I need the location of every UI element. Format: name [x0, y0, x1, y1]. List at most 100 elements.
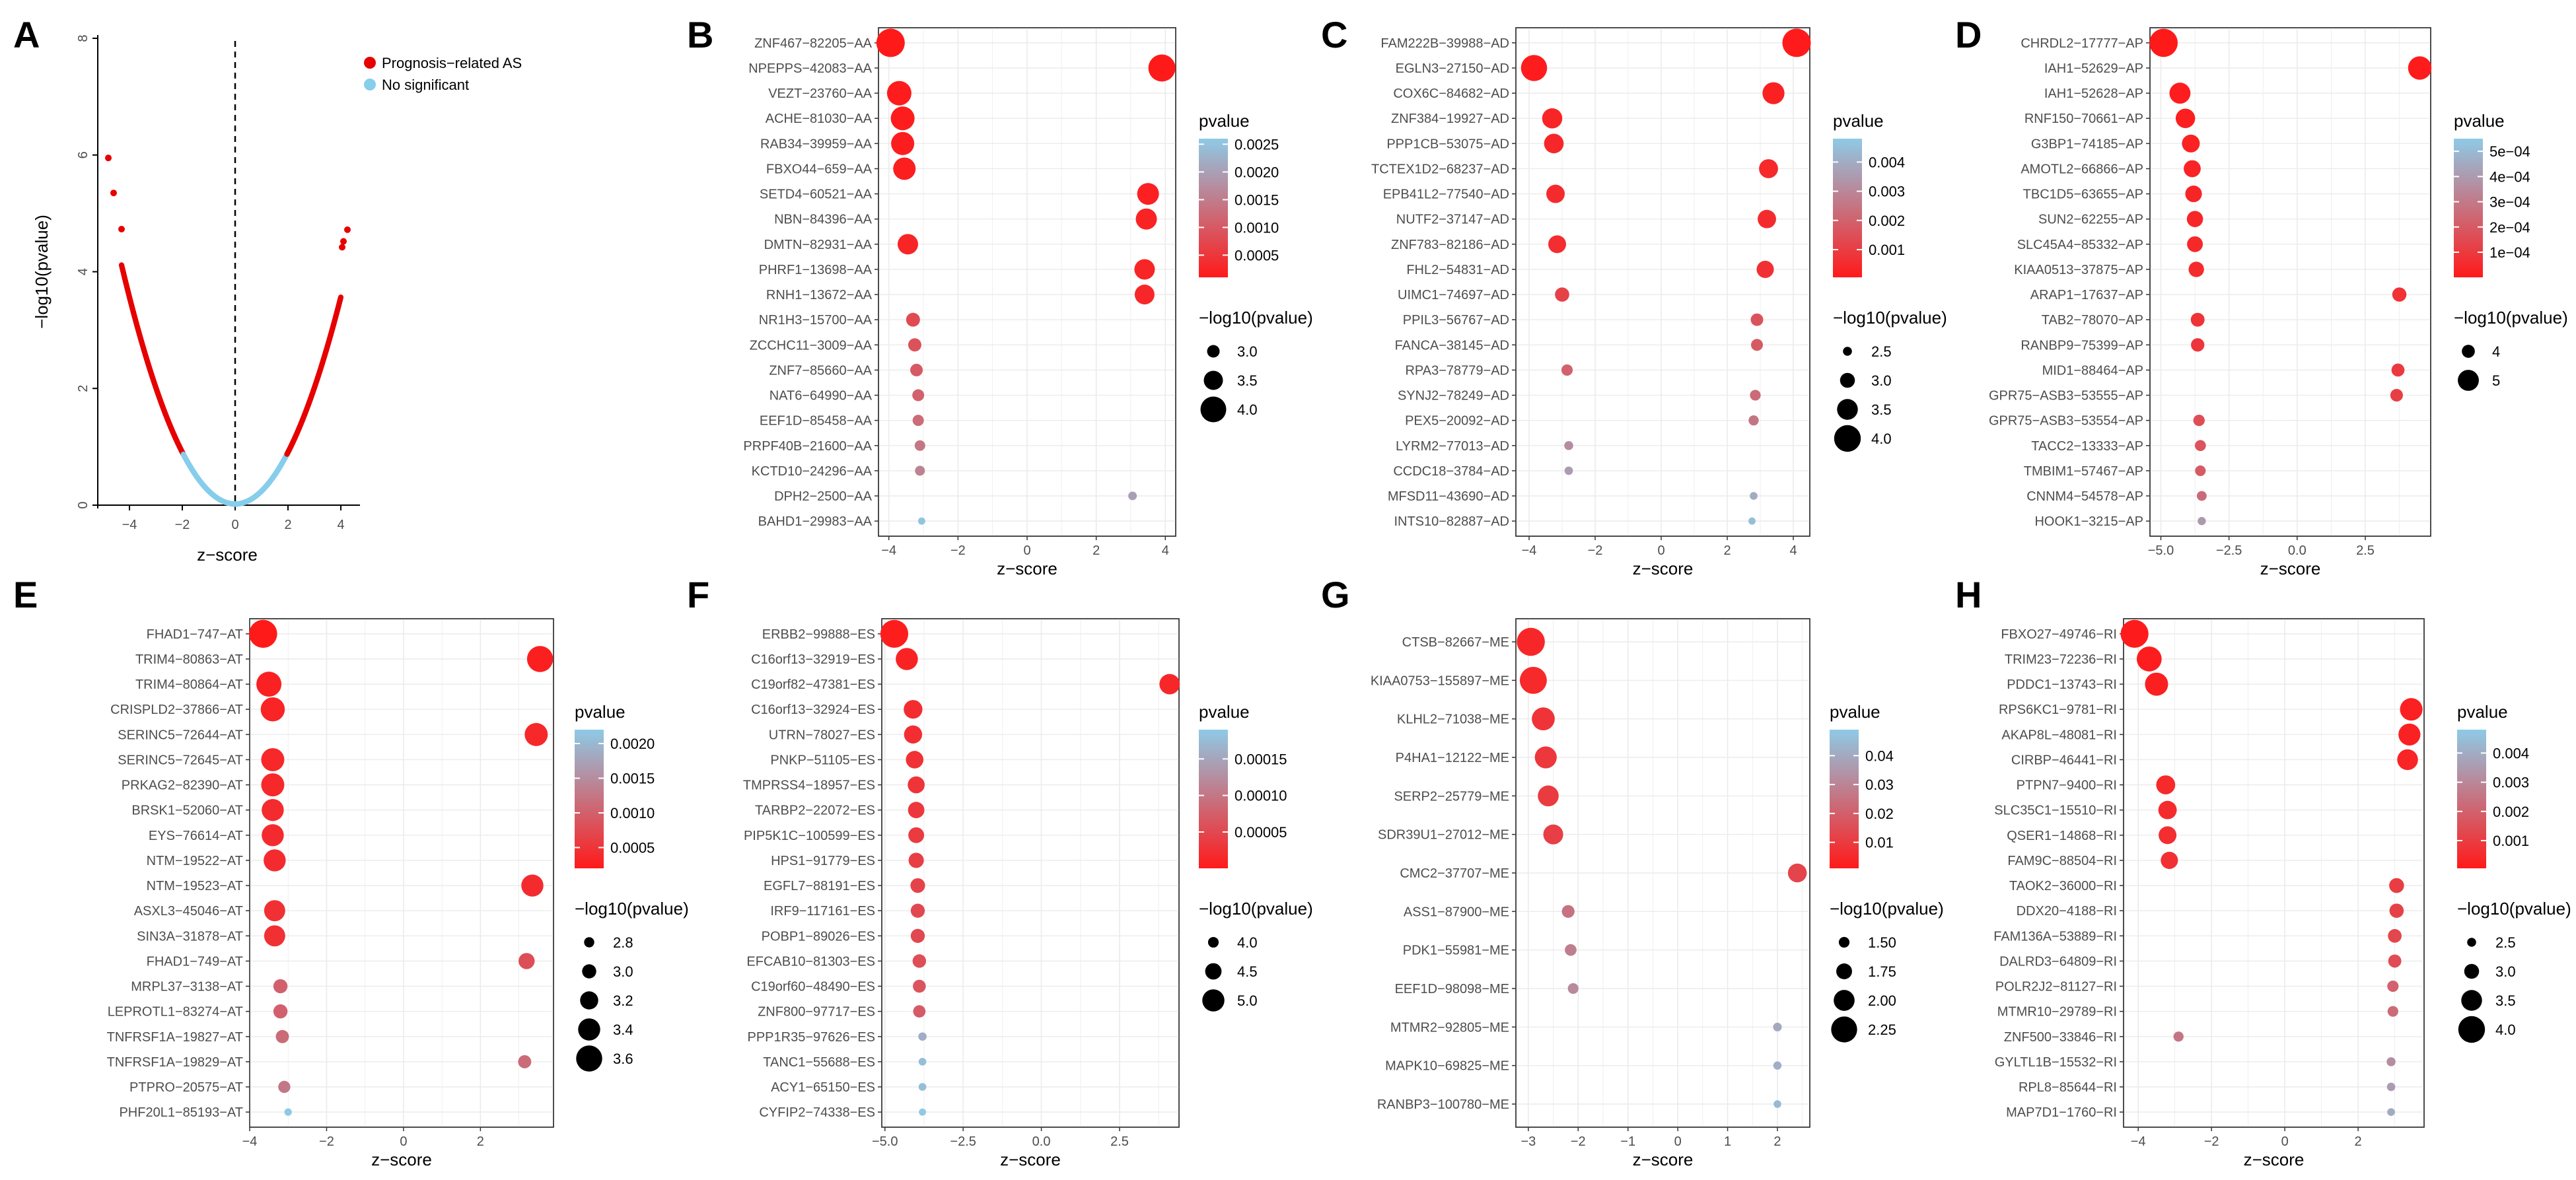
color-tick-label: 0.0025	[1234, 136, 1279, 153]
grid-lines	[1516, 619, 1810, 1127]
size-legend-key	[1203, 370, 1223, 390]
row-label: PDK1−55981−ME	[1403, 944, 1509, 958]
bubble-point	[273, 979, 288, 994]
bubble-point	[891, 131, 915, 155]
point-significant	[110, 190, 117, 197]
row-label: SUN2−62255−AP	[2038, 213, 2143, 227]
row-label: BAHD1−29983−AA	[758, 514, 873, 529]
panel-h: H FBXO27−49746−RI TRIM23−72236−RI PDDC1−137…	[1955, 574, 2571, 1169]
bubble-point	[262, 798, 284, 821]
row-label: FAM9C−88504−RI	[2007, 854, 2117, 868]
x-tick-label: 0	[400, 1134, 407, 1149]
color-tick-label: 3e−04	[2489, 194, 2530, 211]
color-tick-label: 2e−04	[2489, 219, 2530, 236]
row-label: DALRD3−64809−RI	[1999, 954, 2117, 969]
bubble-point	[2386, 1082, 2396, 1092]
size-legend-key	[1207, 936, 1219, 948]
bubble-point	[2184, 160, 2201, 178]
row-label: TCTEX1D2−68237−AD	[1371, 162, 1509, 176]
size-legend-title: −log10(pvalue)	[1199, 899, 1313, 919]
bubble-point	[904, 700, 923, 719]
size-legend-key	[582, 964, 596, 979]
panel-f: F ERBB2−99888−ES C16orf13−32919−ES C19orf82…	[687, 574, 1313, 1169]
row-label: EGFL7−88191−ES	[764, 879, 875, 893]
bubbles	[1517, 627, 1807, 1108]
row-label: BRSK1−52060−AT	[131, 804, 243, 818]
plot-panel	[2149, 27, 2431, 537]
color-tick-label: 0.004	[1869, 154, 1905, 170]
color-tick-label: 0.0020	[610, 736, 655, 752]
bubble-point	[518, 1055, 532, 1068]
row-label: GPR75−ASB3−53555−AP	[1989, 389, 2143, 403]
size-legend-key	[2467, 938, 2476, 947]
bubble-point	[1519, 666, 1547, 694]
row-label: POBP1−89026−ES	[762, 929, 875, 944]
bubble-point	[2397, 749, 2418, 771]
bubble-point	[2159, 826, 2177, 845]
bubbles	[880, 619, 1180, 1116]
color-tick-label: 1e−04	[2489, 244, 2530, 261]
bubble-point	[908, 802, 925, 819]
size-legend-label: 3.0	[1871, 372, 1892, 389]
size-legend-title: −log10(pvalue)	[1830, 899, 1944, 919]
size-legend-label: 2.5	[2495, 934, 2516, 951]
panel-letter: F	[687, 574, 709, 615]
panel-g: G CTSB−82667−ME KIAA0753−155897−ME KLHL2−71…	[1321, 574, 1944, 1169]
row-label: MAP7D1−1760−RI	[2006, 1105, 2117, 1120]
y-tick-label: 0	[76, 501, 90, 508]
x-tick-label: 0	[1023, 543, 1030, 558]
row-label: SDR39U1−27012−ME	[1378, 828, 1509, 843]
row-label: CNNM4−54578−AP	[2026, 489, 2143, 504]
row-label: TAOK2−36000−RI	[2009, 879, 2117, 893]
bubbles	[2120, 619, 2423, 1117]
bubble-point	[1762, 82, 1785, 104]
row-label: LYRM2−77013−AD	[1396, 439, 1509, 454]
bubble-point	[1148, 54, 1176, 82]
color-legend-title: pvalue	[1199, 111, 1250, 131]
size-legend-key	[1831, 1016, 1857, 1043]
point-significant	[105, 155, 112, 162]
bubble-point	[519, 953, 535, 969]
row-label: KCTD10−24296−AA	[752, 464, 873, 479]
size-legend-label: 1.75	[1868, 963, 1896, 980]
bubble-point	[249, 619, 277, 648]
bubble-point	[262, 824, 284, 847]
row-label: NAT6−64990−AA	[769, 389, 873, 403]
bubble-point	[2196, 491, 2207, 501]
x-axis: −3 −2 −1 0 1 2	[1521, 1127, 1781, 1149]
bubble-point	[1548, 235, 1566, 254]
x-tick-label: 2	[1723, 543, 1731, 558]
bubble-point	[886, 81, 912, 106]
row-label: ERBB2−99888−ES	[762, 627, 875, 642]
size-legend-key	[584, 937, 594, 948]
bubble-point	[1564, 440, 1573, 450]
bubble-point	[260, 697, 285, 722]
bubble-point	[1134, 285, 1155, 305]
bubble-point	[910, 878, 925, 893]
row-label: COX6C−84682−AD	[1393, 87, 1509, 101]
bubbles	[249, 619, 554, 1116]
row-label: MRPL37−3138−AT	[131, 980, 243, 994]
bubble-point	[1567, 983, 1579, 994]
row-label: C16orf13−32919−ES	[751, 652, 875, 667]
panel-e: E FHAD1−747−AT TRIM4−80863−AT TRIM4−80864−A…	[13, 574, 689, 1169]
row-labels: CHRDL2−17777−AP IAH1−52629−AP IAH1−52628−A…	[1989, 36, 2150, 529]
row-label: FHAD1−749−AT	[147, 954, 243, 969]
bubbles	[2149, 28, 2432, 526]
row-label: FAM222B−39988−AD	[1380, 36, 1509, 51]
x-axis-title: z−score	[997, 559, 1057, 578]
row-label: FBXO44−659−AA	[766, 162, 873, 176]
row-label: ZNF467−82205−AA	[754, 36, 873, 51]
row-label: IAH1−52629−AP	[2044, 61, 2143, 76]
y-tick-label: 8	[76, 34, 90, 42]
row-label: PDDC1−13743−RI	[2007, 677, 2117, 692]
bubble-point	[2408, 56, 2432, 80]
bubble-point	[893, 157, 916, 180]
bubble-point	[264, 900, 285, 922]
bubble-point	[2185, 185, 2202, 203]
row-label: MAPK10−69825−ME	[1385, 1059, 1509, 1074]
bubble-point	[910, 903, 925, 918]
size-legend-label: 3.0	[613, 963, 633, 980]
panel-b: B ZNF467−82205−AA NPEPPS−42083−AA VEZT−2376…	[687, 14, 1313, 578]
